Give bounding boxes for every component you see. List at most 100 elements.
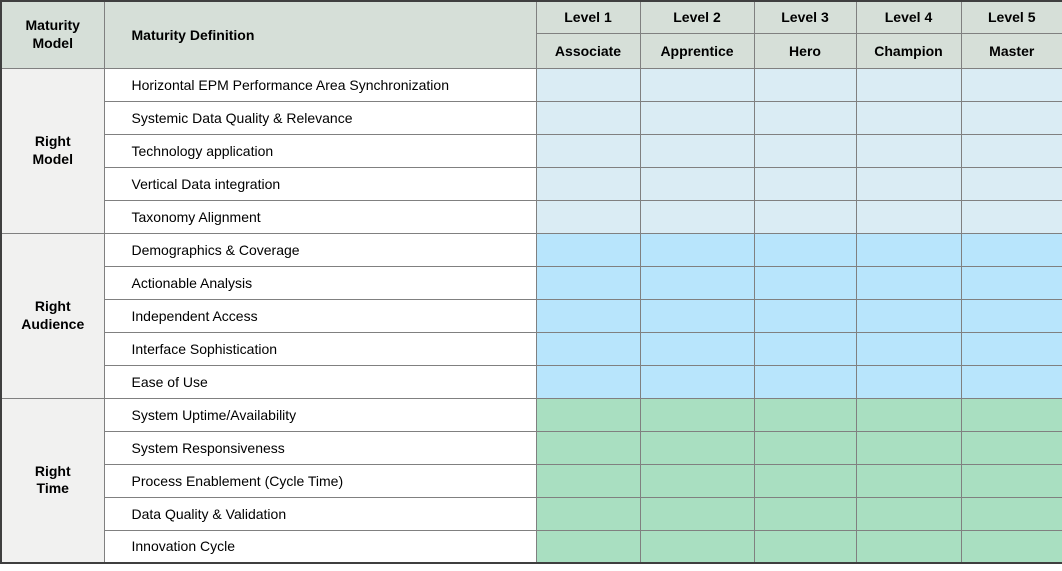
level-cell xyxy=(535,298,641,333)
level-cell xyxy=(753,496,857,531)
header-level-3: Level 3 xyxy=(753,0,857,34)
definition-cell: Technology application xyxy=(103,133,537,168)
table-row: Ease of Use xyxy=(1,364,1062,399)
table-row: Right Time System Uptime/Availability xyxy=(0,397,1062,564)
level-cell xyxy=(753,397,857,432)
table-row: Independent Access xyxy=(1,298,1062,333)
level-cell xyxy=(960,529,1062,564)
table-row: Technology application xyxy=(1,133,1062,168)
level-cell xyxy=(753,331,857,366)
level-cell xyxy=(639,529,755,564)
level-cell xyxy=(535,265,641,300)
level-cell xyxy=(535,463,641,498)
level-cell xyxy=(753,463,857,498)
definition-cell: Interface Sophistication xyxy=(103,331,537,366)
group-label: Right Time xyxy=(34,462,71,497)
table-row: Innovation Cycle xyxy=(1,529,1062,564)
group-header-right-audience: Right Audience xyxy=(0,232,105,399)
level-cell xyxy=(753,67,857,102)
header-level-1: Level 1 xyxy=(535,0,641,34)
definition-cell: System Responsiveness xyxy=(103,430,537,465)
level-cell xyxy=(639,397,755,432)
level-cell xyxy=(639,133,755,168)
definition-cell: Demographics & Coverage xyxy=(103,232,537,267)
level-cell xyxy=(960,298,1062,333)
level-cell xyxy=(639,67,755,102)
level-cell xyxy=(753,430,857,465)
level-cell xyxy=(855,364,962,399)
level-cell xyxy=(855,265,962,300)
level-cell xyxy=(639,364,755,399)
definition-cell: Actionable Analysis xyxy=(103,265,537,300)
level-cell xyxy=(960,496,1062,531)
level-cell xyxy=(535,496,641,531)
header-level-4-name: Champion xyxy=(855,32,962,69)
level-cell xyxy=(855,166,962,201)
level-cell xyxy=(855,298,962,333)
definition-cell: Horizontal EPM Performance Area Synchron… xyxy=(103,67,537,102)
level-cell xyxy=(639,232,755,267)
level-cell xyxy=(535,529,641,564)
level-cell xyxy=(960,199,1062,234)
level-cell xyxy=(753,133,857,168)
table-row: Systemic Data Quality & Relevance xyxy=(1,100,1062,135)
level-cell xyxy=(639,496,755,531)
definition-cell: Taxonomy Alignment xyxy=(103,199,537,234)
level-cell xyxy=(960,166,1062,201)
level-cell xyxy=(639,331,755,366)
level-cell xyxy=(855,232,962,267)
level-cell xyxy=(535,232,641,267)
group-label: Right Model xyxy=(32,133,73,167)
table-row: Taxonomy Alignment xyxy=(1,199,1062,234)
level-cell xyxy=(535,199,641,234)
header-row-levels: Maturity Model Maturity Definition Level… xyxy=(0,0,1062,69)
level-cell xyxy=(535,331,641,366)
level-cell xyxy=(855,67,962,102)
table-row: Interface Sophistication xyxy=(1,331,1062,366)
level-cell xyxy=(753,265,857,300)
level-cell xyxy=(960,397,1062,432)
level-cell xyxy=(753,298,857,333)
level-cell xyxy=(960,430,1062,465)
level-cell xyxy=(753,232,857,267)
level-cell xyxy=(855,331,962,366)
header-maturity-model: Maturity Model xyxy=(0,0,105,69)
level-cell xyxy=(855,397,962,432)
level-cell xyxy=(639,100,755,135)
level-cell xyxy=(535,100,641,135)
level-cell xyxy=(960,463,1062,498)
header-level-1-name: Associate xyxy=(535,32,641,69)
level-cell xyxy=(855,463,962,498)
level-cell xyxy=(535,397,641,432)
level-cell xyxy=(639,298,755,333)
header-level-2: Level 2 xyxy=(639,0,755,34)
definition-cell: Data Quality & Validation xyxy=(103,496,537,531)
definition-cell: Ease of Use xyxy=(103,364,537,399)
definition-cell: Systemic Data Quality & Relevance xyxy=(103,100,537,135)
group-label: Right Audience xyxy=(21,298,85,332)
level-cell xyxy=(639,166,755,201)
level-cell xyxy=(855,133,962,168)
definition-cell: Independent Access xyxy=(103,298,537,333)
level-cell xyxy=(960,100,1062,135)
definition-cell: Innovation Cycle xyxy=(103,529,537,564)
header-row-level-names: Associate Apprentice Hero Champion Maste… xyxy=(1,32,1062,69)
header-level-5-name: Master xyxy=(960,32,1062,69)
level-cell xyxy=(855,496,962,531)
header-level-5: Level 5 xyxy=(960,0,1062,34)
level-cell xyxy=(753,166,857,201)
table-row: Right Model Horizontal EPM Performance A… xyxy=(0,67,1062,234)
level-cell xyxy=(960,331,1062,366)
level-cell xyxy=(639,199,755,234)
level-cell xyxy=(535,364,641,399)
definition-cell: Process Enablement (Cycle Time) xyxy=(103,463,537,498)
level-cell xyxy=(855,199,962,234)
level-cell xyxy=(960,67,1062,102)
level-cell xyxy=(855,100,962,135)
table-row: Data Quality & Validation xyxy=(1,496,1062,531)
level-cell xyxy=(960,133,1062,168)
header-level-4: Level 4 xyxy=(855,0,962,34)
group-header-right-model: Right Model xyxy=(0,67,105,234)
